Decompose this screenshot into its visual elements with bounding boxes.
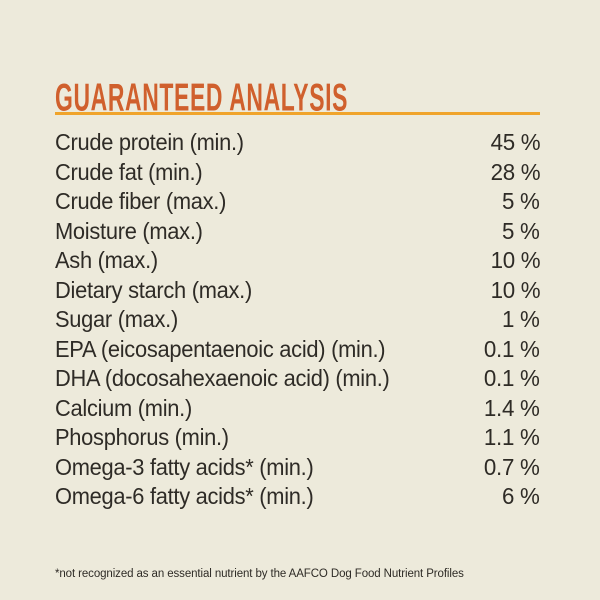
analysis-row: Calcium (min.) 1.4 % bbox=[55, 394, 540, 424]
nutrient-value: 5 % bbox=[502, 188, 540, 214]
nutrient-value: 5 % bbox=[502, 217, 540, 244]
analysis-row: Omega-3 fatty acids* (min.) 0.7 % bbox=[55, 453, 540, 483]
nutrient-value: 1 % bbox=[502, 306, 540, 332]
analysis-table: Crude protein (min.) 45 % Crude fat (min.)… bbox=[55, 128, 540, 512]
analysis-row: Omega-6 fatty acids* (min.) 6 % bbox=[55, 482, 540, 512]
nutrient-value: 1.1 % bbox=[484, 424, 540, 450]
nutrient-label: Sugar (max.) bbox=[55, 306, 178, 332]
nutrient-label: Ash (max.) bbox=[55, 247, 158, 273]
nutrient-label: Dietary starch (max.) bbox=[55, 276, 252, 303]
nutrient-label: Omega-3 fatty acids* (min.) bbox=[55, 453, 314, 480]
nutrient-value: 0.1 % bbox=[484, 365, 540, 391]
nutrient-value: 1.4 % bbox=[484, 394, 540, 421]
analysis-row: Crude fiber (max.) 5 % bbox=[55, 187, 540, 217]
nutrient-value: 45 % bbox=[490, 129, 540, 155]
nutrient-label: Crude fiber (max.) bbox=[55, 188, 227, 214]
analysis-row: Moisture (max.) 5 % bbox=[55, 217, 540, 247]
analysis-row: Crude protein (min.) 45 % bbox=[55, 128, 540, 158]
nutrient-value: 28 % bbox=[490, 158, 540, 185]
nutrient-label: Crude protein (min.) bbox=[55, 129, 244, 155]
nutrient-value: 10 % bbox=[490, 276, 540, 303]
nutrient-label: Omega-6 fatty acids* (min.) bbox=[55, 483, 314, 509]
nutrient-value: 6 % bbox=[502, 483, 540, 509]
nutrient-label: Moisture (max.) bbox=[55, 217, 203, 244]
aafco-footnote: *not recognized as an essential nutrient… bbox=[55, 568, 464, 580]
nutrient-label: DHA (docosahexaenoic acid) (min.) bbox=[55, 365, 390, 391]
nutrient-label: Calcium (min.) bbox=[55, 394, 192, 421]
page-title: GUARANTEED ANALYSIS bbox=[55, 76, 349, 120]
nutrient-value: 10 % bbox=[490, 247, 540, 273]
analysis-row: Dietary starch (max.) 10 % bbox=[55, 276, 540, 306]
analysis-row: Ash (max.) 10 % bbox=[55, 246, 540, 276]
guaranteed-analysis-panel: GUARANTEED ANALYSIS Crude protein (min.)… bbox=[55, 0, 540, 600]
nutrient-label: EPA (eicosapentaenoic acid) (min.) bbox=[55, 335, 386, 362]
analysis-row: Sugar (max.) 1 % bbox=[55, 305, 540, 335]
nutrient-label: Phosphorus (min.) bbox=[55, 424, 229, 450]
analysis-row: Crude fat (min.) 28 % bbox=[55, 158, 540, 188]
heading-divider bbox=[55, 112, 540, 115]
analysis-row: DHA (docosahexaenoic acid) (min.) 0.1 % bbox=[55, 364, 540, 394]
analysis-row: Phosphorus (min.) 1.1 % bbox=[55, 423, 540, 453]
nutrient-value: 0.1 % bbox=[484, 335, 540, 362]
nutrient-label: Crude fat (min.) bbox=[55, 158, 203, 185]
analysis-row: EPA (eicosapentaenoic acid) (min.) 0.1 % bbox=[55, 335, 540, 365]
nutrient-value: 0.7 % bbox=[484, 453, 540, 480]
